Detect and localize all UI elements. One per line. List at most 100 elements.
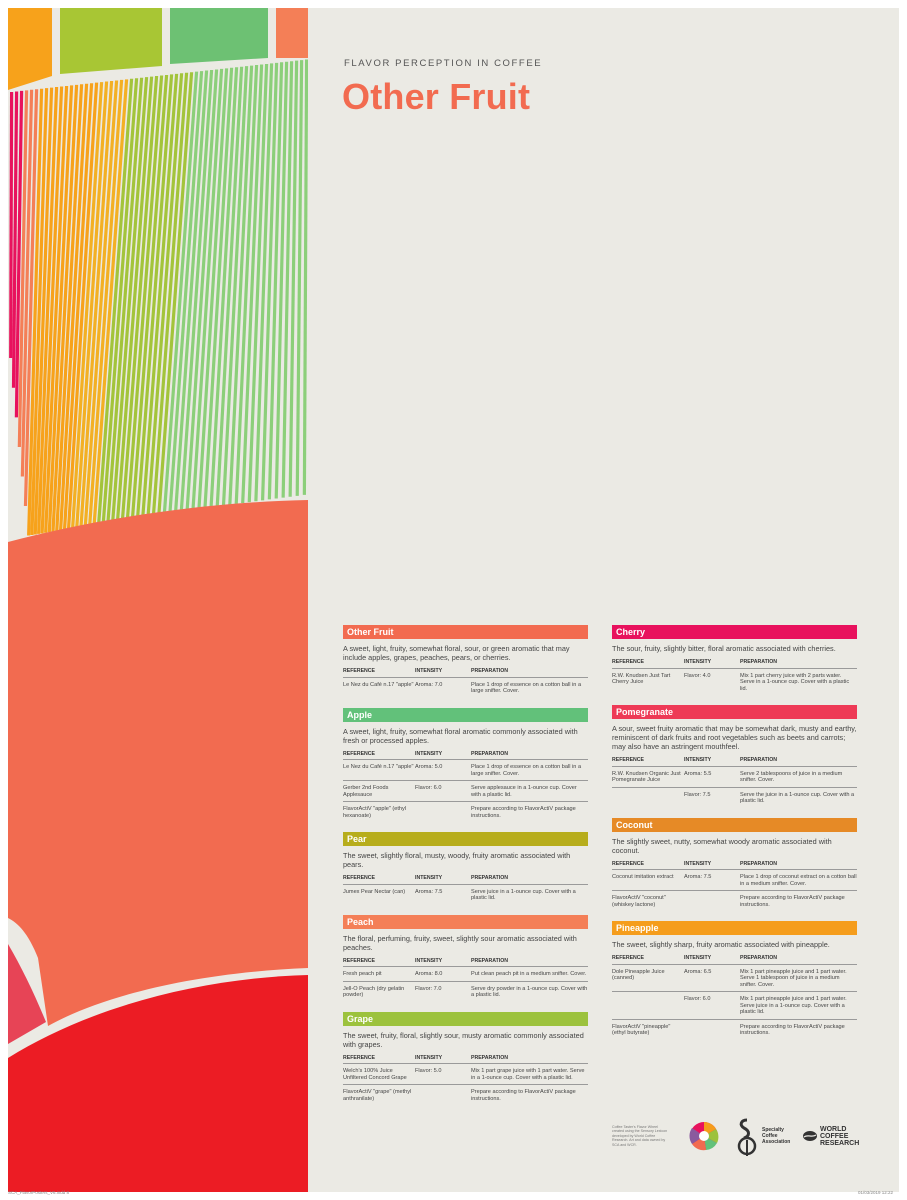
intensity-column-header: INTENSITY bbox=[415, 750, 443, 757]
wheel-spoke bbox=[27, 88, 44, 536]
peach-card: Peach The floral, perfuming, fruity, swee… bbox=[343, 914, 588, 1002]
wheel-spoke bbox=[11, 91, 19, 388]
wheel-spoke bbox=[168, 71, 204, 514]
pomegranate-card: Pomegranate A sour, sweet fruity aromatic… bbox=[612, 705, 857, 808]
table-row: FlavorActiV "apple" (ethyl hexanoate) Pre… bbox=[343, 801, 588, 822]
intensity-column-header: INTENSITY bbox=[415, 875, 443, 881]
wheel-spoke bbox=[141, 73, 179, 518]
table-row: R.W. Knudsen Organic Just Pomegranate Ju… bbox=[612, 765, 857, 787]
reference-cell: Jumex Pear Nectar (can) bbox=[343, 888, 406, 895]
preparation-cell: Mix 1 part cherry juice with 2 parts wat… bbox=[740, 672, 850, 692]
intensity-cell: Flavor: 7.0 bbox=[415, 985, 442, 992]
wheel-spoke bbox=[20, 89, 34, 477]
wheel-segment-lime bbox=[60, 8, 162, 74]
wheel-spoke bbox=[47, 85, 74, 533]
card-title: Pineapple bbox=[612, 921, 857, 935]
table-row: Jell-O Peach (dry gelatin powder) Flavor:… bbox=[343, 980, 588, 1002]
table-row: Jumex Pear Nectar (can) Aroma: 7.5 Serve j… bbox=[343, 883, 588, 905]
card-title: Grape bbox=[343, 1011, 588, 1026]
wheel-spoke bbox=[97, 78, 134, 525]
intensity-cell: Flavor: 5.0 bbox=[415, 1068, 442, 1074]
reference-cell: Le Nez du Café n.17 "apple" bbox=[343, 681, 414, 688]
wheel-spoke bbox=[23, 89, 39, 507]
wheel-spoke bbox=[295, 60, 304, 496]
preparation-cell: Serve juice in a 1-ounce cup. Cover with… bbox=[471, 888, 576, 902]
card-title: Apple bbox=[343, 707, 588, 722]
table-row: Coconut imitation extract Aroma: 7.5 Place… bbox=[612, 869, 857, 890]
wheel-spoke bbox=[241, 64, 264, 503]
footer-credit: Coffee Taster's Flavor Wheel created usi… bbox=[612, 1125, 668, 1147]
wheel-spoke bbox=[191, 68, 224, 510]
table-header-row: REFERENCE INTENSITY PREPARATION bbox=[343, 666, 588, 677]
card-title: Pomegranate bbox=[612, 705, 857, 719]
intensity-cell: Flavor: 7.5 bbox=[684, 791, 711, 798]
table-header-row: REFERENCE INTENSITY PREPARATION bbox=[612, 755, 857, 766]
footer-logos: Specialty Coffee Association WORLD COFFE… bbox=[684, 1116, 899, 1156]
reference-cell bbox=[612, 996, 684, 1016]
preparation-cell: Serve the juice in a 1-ounce cup. Cover … bbox=[740, 791, 855, 805]
wheel-spoke bbox=[157, 72, 194, 515]
wheel-spoke bbox=[197, 68, 229, 509]
other-fruit-card: Other Fruit A sweet, light, fruity, somew… bbox=[343, 625, 588, 698]
table-row: Flavor: 6.0 Mix 1 part pineapple juice an… bbox=[612, 991, 857, 1019]
wheel-spoke bbox=[179, 70, 214, 512]
card-title: Pear bbox=[343, 832, 588, 846]
left-flavor-column: Other Fruit A sweet, light, fruity, somew… bbox=[343, 625, 588, 1115]
wheel-spoke bbox=[302, 59, 308, 495]
wheel-spoke bbox=[185, 69, 219, 511]
intensity-cell: Aroma: 5.0 bbox=[415, 764, 443, 770]
intensity-cell: Aroma: 7.5 bbox=[415, 888, 443, 895]
table-row: Gerber 2nd Foods Applesauce Flavor: 6.0 Se… bbox=[343, 780, 588, 801]
wheel-spoke bbox=[125, 75, 164, 520]
intensity-cell bbox=[684, 895, 740, 908]
reference-cell: Coconut imitation extract bbox=[612, 874, 674, 880]
right-flavor-column: Cherry The sour, fruity, slightly bitter,… bbox=[612, 625, 857, 1050]
wheel-spoke bbox=[274, 61, 289, 499]
poster-eyebrow: FLAVOR PERCEPTION IN COFFEE bbox=[344, 58, 543, 69]
wheel-segment-pink bbox=[8, 944, 46, 1044]
table-header-row: REFERENCE INTENSITY PREPARATION bbox=[343, 956, 588, 967]
card-description: The floral, perfuming, fruity, sweet, sl… bbox=[343, 933, 577, 952]
reference-column-header: REFERENCE bbox=[612, 955, 644, 961]
wheel-spoke bbox=[55, 84, 84, 531]
table-header-row: REFERENCE INTENSITY PREPARATION bbox=[612, 953, 857, 964]
wheel-spoke bbox=[71, 82, 104, 529]
preparation-cell: Place 1 drop of coconut extract on a cot… bbox=[740, 874, 857, 887]
preparation-cell: Mix 1 part pineapple juice and 1 part wa… bbox=[740, 968, 847, 988]
wheel-spoke bbox=[44, 85, 69, 533]
wheel-spoke bbox=[234, 65, 259, 504]
poster-title: Other Fruit bbox=[342, 76, 531, 117]
coconut-card: Coconut The slightly sweet, nutty, somewh… bbox=[612, 817, 857, 912]
reference-cell: FlavorActiV "grape" (methyl anthranilate… bbox=[343, 1089, 412, 1102]
sca-logo-text: Specialty Coffee Association bbox=[762, 1127, 791, 1145]
intensity-column-header: INTENSITY bbox=[415, 668, 443, 674]
flavor-wheel-arcs bbox=[8, 8, 308, 1192]
wheel-segment-other-fruit bbox=[8, 500, 308, 1026]
wheel-spoke bbox=[120, 76, 159, 521]
wheel-spoke bbox=[37, 87, 59, 534]
intensity-cell: Flavor: 6.0 bbox=[684, 996, 711, 1002]
table-row: Fresh peach pit Aroma: 8.0 Put clean peach… bbox=[343, 966, 588, 981]
reference-cell: Le Nez du Café n.17 "apple" bbox=[343, 764, 414, 770]
reference-cell: R.W. Knudsen Just Tart Cherry Juice bbox=[612, 672, 671, 686]
intensity-cell: Flavor: 4.0 bbox=[684, 672, 711, 679]
sca-logo-icon bbox=[737, 1118, 757, 1156]
wheel-spoke bbox=[9, 92, 14, 358]
wheel-spoke bbox=[281, 61, 294, 498]
wheel-spoke bbox=[88, 79, 124, 526]
table-row: FlavorActiV "grape" (methyl anthranilate… bbox=[343, 1084, 588, 1105]
wheel-spoke bbox=[267, 62, 284, 500]
flavor-wheel-logo-icon bbox=[689, 1122, 719, 1151]
intensity-cell bbox=[684, 1024, 740, 1037]
wheel-spoke bbox=[79, 81, 114, 527]
intensity-column-header: INTENSITY bbox=[415, 957, 443, 964]
table-row: R.W. Knudsen Just Tart Cherry Juice Flavo… bbox=[612, 667, 857, 696]
table-header-row: REFERENCE INTENSITY PREPARATION bbox=[343, 873, 588, 884]
wheel-spoke bbox=[228, 65, 254, 505]
grape-card: Grape The sweet, fruity, floral, slightly… bbox=[343, 1011, 588, 1106]
intensity-cell: Flavor: 6.0 bbox=[415, 785, 442, 791]
wheel-spoke bbox=[115, 76, 154, 522]
reference-column-header: REFERENCE bbox=[343, 668, 375, 674]
preparation-column-header: PREPARATION bbox=[740, 659, 777, 665]
cherry-card: Cherry The sour, fruity, slightly bitter,… bbox=[612, 625, 857, 695]
